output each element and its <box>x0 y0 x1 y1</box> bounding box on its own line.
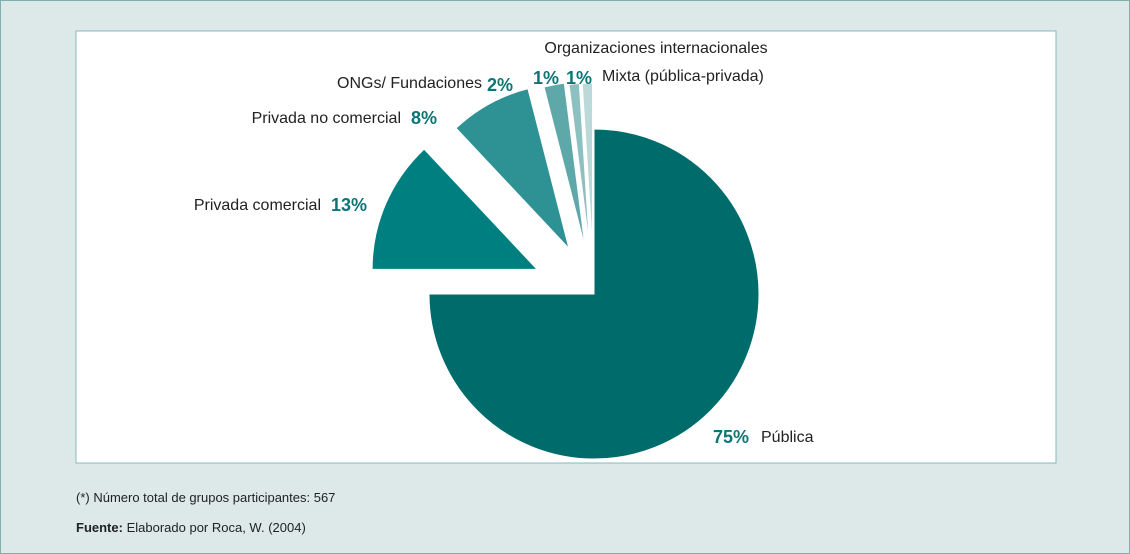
value-label: 8% <box>411 108 437 128</box>
footnote: (*) Número total de grupos participantes… <box>76 490 336 505</box>
value-label: 1% <box>566 68 592 88</box>
value-label: 75% <box>713 427 749 447</box>
pie-slice <box>581 82 594 249</box>
value-label: 13% <box>331 195 367 215</box>
slice-label: Mixta (pública-privada) <box>602 68 764 85</box>
value-label: 2% <box>487 75 513 95</box>
pie-slice <box>371 148 539 270</box>
pie-slice <box>568 82 591 249</box>
pie-slice <box>428 128 760 460</box>
source-text: Elaborado por Roca, W. (2004) <box>126 520 306 535</box>
slice-label: Pública <box>761 429 814 446</box>
source-label: Fuente: <box>76 520 123 535</box>
slice-label: Privada comercial <box>194 197 321 214</box>
chart: Pública 75% Privada comercial 13% Privada no… <box>75 30 1057 464</box>
slice-label: Organizaciones internacionales <box>544 40 767 57</box>
value-label: 1% <box>533 68 559 88</box>
pie-slice <box>543 82 586 247</box>
source: Fuente: Elaborado por Roca, W. (2004) <box>76 520 306 535</box>
pie-slice <box>455 88 570 249</box>
slice-label: Privada no comercial <box>252 110 401 127</box>
slice-label: ONGs/ Fundaciones <box>337 75 482 92</box>
